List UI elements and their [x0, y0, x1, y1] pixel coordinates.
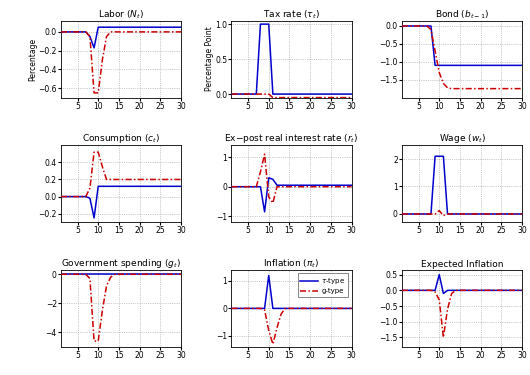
Title: Tax rate ($\tau_t$): Tax rate ($\tau_t$) [263, 8, 320, 21]
Legend: $\tau$-type, g-type: $\tau$-type, g-type [298, 273, 348, 297]
Title: Bond ($b_{t-1}$): Bond ($b_{t-1}$) [435, 8, 489, 21]
Y-axis label: Percentage: Percentage [28, 38, 37, 81]
Y-axis label: Percentage Point: Percentage Point [205, 27, 214, 92]
Title: Expected Inflation: Expected Inflation [421, 260, 503, 269]
Title: Consumption ($c_t$): Consumption ($c_t$) [82, 132, 160, 145]
Title: Wage ($w_t$): Wage ($w_t$) [439, 132, 485, 145]
Title: Ex$-$post real interest rate ($r_t$): Ex$-$post real interest rate ($r_t$) [224, 132, 359, 145]
Title: Government spending ($g_t$): Government spending ($g_t$) [61, 257, 181, 270]
Title: Labor ($N_t$): Labor ($N_t$) [98, 8, 144, 21]
Title: Inflation ($\pi_t$): Inflation ($\pi_t$) [263, 257, 320, 270]
